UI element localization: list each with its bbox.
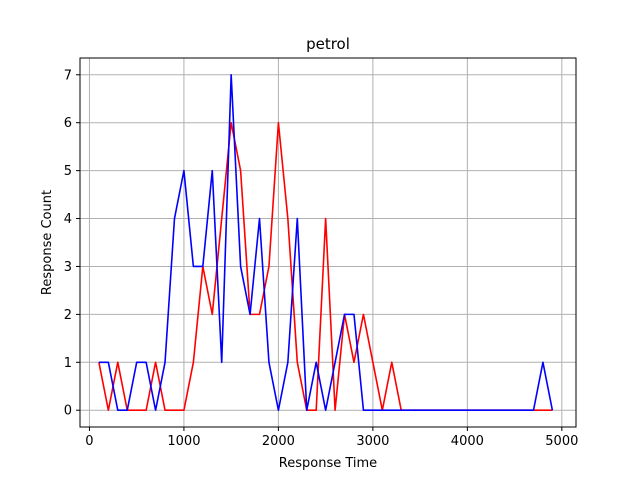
series-layer [98,73,554,412]
series-line-2 [98,73,554,412]
y-tick-label: 0 [64,404,72,419]
chart-title: petrol [306,35,350,53]
x-tick-label: 0 [85,434,93,449]
y-tick-label: 6 [64,116,72,131]
x-tick-label: 2000 [262,434,295,449]
y-tick-label: 1 [64,356,72,371]
y-tick-label: 4 [64,212,72,227]
y-tick-label: 3 [64,260,72,275]
grid-lines [80,58,576,427]
y-tick-label: 2 [64,308,72,323]
x-axis: 0 1000 2000 3000 4000 5000 [85,427,578,449]
x-axis-label: Response Time [279,456,377,471]
x-tick-label: 5000 [545,434,578,449]
x-tick-label: 4000 [451,434,484,449]
y-axis: 0 1 2 3 4 5 6 7 [64,68,80,419]
plot-frame [79,57,577,428]
x-tick-label: 3000 [356,434,389,449]
y-tick-label: 7 [64,68,72,83]
x-tick-label: 1000 [167,434,200,449]
y-axis-label: Response Count [40,190,55,295]
y-tick-label: 5 [64,164,72,179]
